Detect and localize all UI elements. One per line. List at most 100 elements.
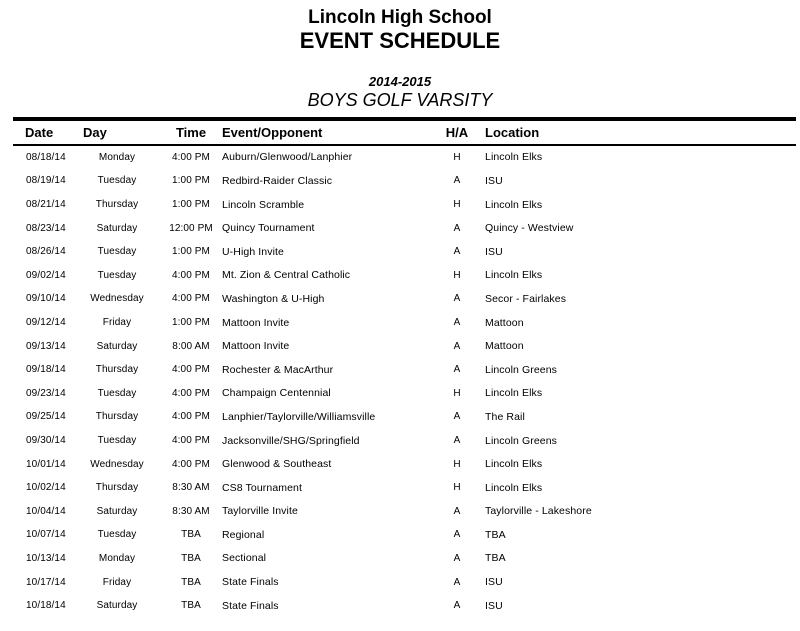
cell-event-opponent: Taylorville Invite <box>222 505 298 518</box>
cell-location: Lincoln Elks <box>485 198 543 211</box>
cell-location: Lincoln Elks <box>485 458 543 471</box>
cell-location: Mattoon <box>485 340 524 353</box>
cell-date: 10/17/14 <box>26 576 66 588</box>
cell-time: 1:00 PM <box>172 175 210 187</box>
cell-time: 4:00 PM <box>172 293 210 305</box>
cell-location: ISU <box>485 245 503 258</box>
table-row: 10/04/14 Saturday 8:30 AM Taylorville In… <box>13 499 796 523</box>
cell-time: TBA <box>181 552 201 564</box>
cell-event-opponent: Champaign Centennial <box>222 387 331 400</box>
cell-time: 12:00 PM <box>169 222 213 234</box>
cell-date: 08/18/14 <box>26 151 66 163</box>
cell-home-away: A <box>453 529 461 541</box>
cell-date: 09/25/14 <box>26 411 66 423</box>
table-row: 09/30/14 Tuesday 4:00 PM Jacksonville/SH… <box>13 429 796 453</box>
cell-location: TBA <box>485 528 506 541</box>
cell-home-away: A <box>453 175 461 187</box>
cell-day: Tuesday <box>97 387 137 399</box>
cell-time: 4:00 PM <box>172 458 210 470</box>
cell-home-away: A <box>453 246 461 258</box>
cell-day: Thursday <box>95 199 139 211</box>
cell-event-opponent: Lincoln Scramble <box>222 198 305 211</box>
cell-location: Quincy - Westview <box>485 222 574 235</box>
cell-time: 4:00 PM <box>172 151 210 163</box>
cell-location: Taylorville - Lakeshore <box>485 505 592 518</box>
column-header-event-opponent: Event/Opponent <box>222 124 323 140</box>
cell-day: Tuesday <box>97 269 137 281</box>
cell-location: Lincoln Greens <box>485 363 558 376</box>
cell-time: 4:00 PM <box>172 411 210 423</box>
cell-home-away: A <box>453 411 461 423</box>
table-row: 08/21/14 Thursday 1:00 PM Lincoln Scramb… <box>13 193 796 217</box>
cell-home-away: H <box>453 269 461 281</box>
cell-event-opponent: Washington & U-High <box>222 292 325 305</box>
cell-time: 1:00 PM <box>172 246 210 258</box>
schedule-table-header: Date Day Time Event/Opponent H/A Locatio… <box>13 118 796 145</box>
cell-time: 4:00 PM <box>172 269 210 281</box>
cell-time: 4:00 PM <box>172 387 210 399</box>
cell-location: Lincoln Elks <box>485 269 543 282</box>
cell-time: 1:00 PM <box>172 199 210 211</box>
cell-day: Friday <box>102 317 132 329</box>
cell-date: 10/04/14 <box>26 505 66 517</box>
cell-time: TBA <box>181 600 201 612</box>
cell-location: Lincoln Greens <box>485 434 558 447</box>
cell-location: ISU <box>485 174 503 187</box>
cell-event-opponent: CS8 Tournament <box>222 481 303 494</box>
cell-home-away: A <box>453 505 461 517</box>
cell-day: Saturday <box>96 340 138 352</box>
cell-home-away: A <box>453 600 461 612</box>
column-header-date: Date <box>25 124 54 140</box>
cell-event-opponent: U-High Invite <box>222 245 284 258</box>
cell-time: 1:00 PM <box>172 317 210 329</box>
column-header-location: Location <box>485 124 540 140</box>
table-row: 10/17/14 Friday TBA State Finals A ISU <box>13 570 796 594</box>
schedule-table: Date Day Time Event/Opponent H/A Locatio… <box>13 117 796 618</box>
cell-date: 09/23/14 <box>26 387 66 399</box>
cell-home-away: H <box>453 458 461 470</box>
cell-home-away: H <box>453 151 461 163</box>
cell-time: TBA <box>181 576 201 588</box>
cell-day: Tuesday <box>97 435 137 446</box>
cell-day: Monday <box>98 552 136 564</box>
cell-time: 8:00 AM <box>172 340 210 352</box>
cell-time: 4:00 PM <box>172 435 210 446</box>
cell-home-away: A <box>453 576 461 588</box>
cell-home-away: A <box>453 364 461 376</box>
cell-day: Saturday <box>96 505 138 517</box>
cell-home-away: A <box>453 435 461 446</box>
document-title: EVENT SCHEDULE <box>299 28 501 54</box>
table-row: 10/02/14 Thursday 8:30 AM CS8 Tournament… <box>13 476 796 500</box>
cell-home-away: A <box>453 222 461 234</box>
table-row: 08/19/14 Tuesday 1:00 PM Redbird-Raider … <box>13 169 796 193</box>
cell-event-opponent: Glenwood & Southeast <box>222 458 332 471</box>
column-header-time: Time <box>175 124 207 140</box>
school-name: Lincoln High School <box>308 7 492 28</box>
cell-day: Friday <box>102 576 132 588</box>
cell-day: Wednesday <box>90 293 144 305</box>
cell-day: Wednesday <box>90 458 144 470</box>
cell-location: Lincoln Elks <box>485 387 543 400</box>
column-header-home-away: H/A <box>445 124 469 140</box>
cell-location: ISU <box>485 576 503 589</box>
cell-event-opponent: Jacksonville/SHG/Springfield <box>222 434 360 447</box>
table-row: 10/13/14 Monday TBA Sectional A TBA <box>13 547 796 571</box>
cell-home-away: H <box>453 387 461 399</box>
cell-day: Tuesday <box>97 529 137 541</box>
season-label: 2014-2015 <box>368 73 432 89</box>
cell-event-opponent: Redbird-Raider Classic <box>222 174 333 187</box>
cell-date: 09/02/14 <box>26 269 66 281</box>
cell-date: 08/23/14 <box>26 222 66 234</box>
cell-date: 09/18/14 <box>26 364 66 376</box>
table-row: 09/25/14 Thursday 4:00 PM Lanphier/Taylo… <box>13 405 796 429</box>
cell-event-opponent: Mattoon Invite <box>222 316 290 329</box>
cell-date: 10/07/14 <box>26 529 66 541</box>
cell-date: 10/02/14 <box>26 482 66 494</box>
cell-time: 4:00 PM <box>172 364 210 376</box>
cell-date: 08/21/14 <box>26 199 66 211</box>
cell-location: The Rail <box>485 410 525 423</box>
table-row: 10/18/14 Saturday TBA State Finals A ISU <box>13 594 796 618</box>
cell-event-opponent: Lanphier/Taylorville/Williamsville <box>222 410 376 423</box>
cell-day: Tuesday <box>97 246 137 258</box>
